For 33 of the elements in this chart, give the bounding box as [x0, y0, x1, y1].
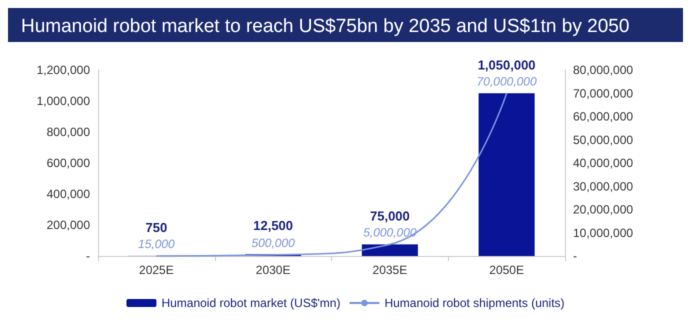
data-label: 750 [146, 220, 168, 235]
bar [478, 93, 535, 256]
data-label: 15,000 [138, 236, 176, 251]
bar [362, 244, 418, 256]
x-tick-label: 2030E [256, 263, 290, 277]
x-tick-label: 2050E [489, 263, 524, 277]
y-tick-label: 1,000,000 [36, 94, 90, 108]
data-label: 1,050,000 [478, 57, 536, 72]
data-label: 70,000,000 [476, 74, 537, 88]
y2-tick-label: 40,000,000 [573, 156, 634, 170]
data-label: 75,000 [370, 208, 410, 224]
y2-tick-label: 30,000,000 [573, 179, 634, 194]
y2-tick-label: 50,000,000 [573, 132, 634, 147]
y2-tick-label: 20,000,000 [573, 202, 634, 216]
y-tick-label: 800,000 [46, 125, 90, 139]
legend-label: Humanoid robot market (US$'mn) [161, 296, 340, 310]
y2-tick-label: - [573, 249, 577, 263]
y2-tick-label: 80,000,000 [573, 63, 634, 77]
y2-tick-label: 70,000,000 [573, 86, 634, 100]
legend-label: Humanoid robot shipments (units) [384, 296, 565, 310]
y-tick-label: - [86, 249, 90, 263]
x-tick-label: 2035E [372, 263, 408, 277]
chart-title: Humanoid robot market to reach US$75bn by 2035 and US$1tn by 2050 [21, 16, 630, 37]
y2-tick-label: 10,000,000 [573, 226, 634, 240]
x-tick-label: 2025E [139, 263, 174, 277]
y-tick-label: 400,000 [46, 187, 90, 201]
y-tick-label: 1,200,000 [36, 63, 90, 77]
y2-tick-label: 60,000,000 [573, 110, 634, 124]
data-label: 500,000 [251, 236, 296, 250]
data-label: 5,000,000 [363, 225, 417, 240]
data-label: 12,500 [253, 218, 294, 234]
y-tick-label: 600,000 [46, 156, 90, 170]
y-tick-label: 200,000 [46, 218, 90, 232]
